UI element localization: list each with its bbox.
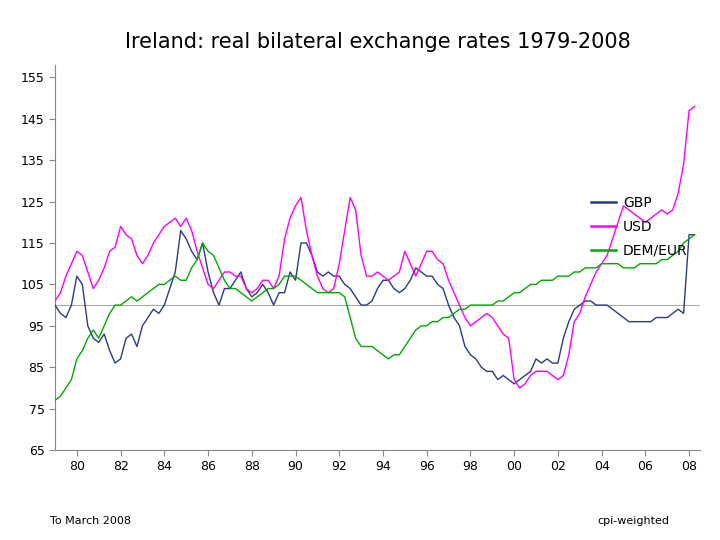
- Legend: GBP, USD, DEM/EUR: GBP, USD, DEM/EUR: [585, 191, 693, 263]
- Text: cpi-weighted: cpi-weighted: [598, 516, 670, 526]
- Text: To March 2008: To March 2008: [50, 516, 132, 526]
- Title: Ireland: real bilateral exchange rates 1979-2008: Ireland: real bilateral exchange rates 1…: [125, 32, 631, 52]
